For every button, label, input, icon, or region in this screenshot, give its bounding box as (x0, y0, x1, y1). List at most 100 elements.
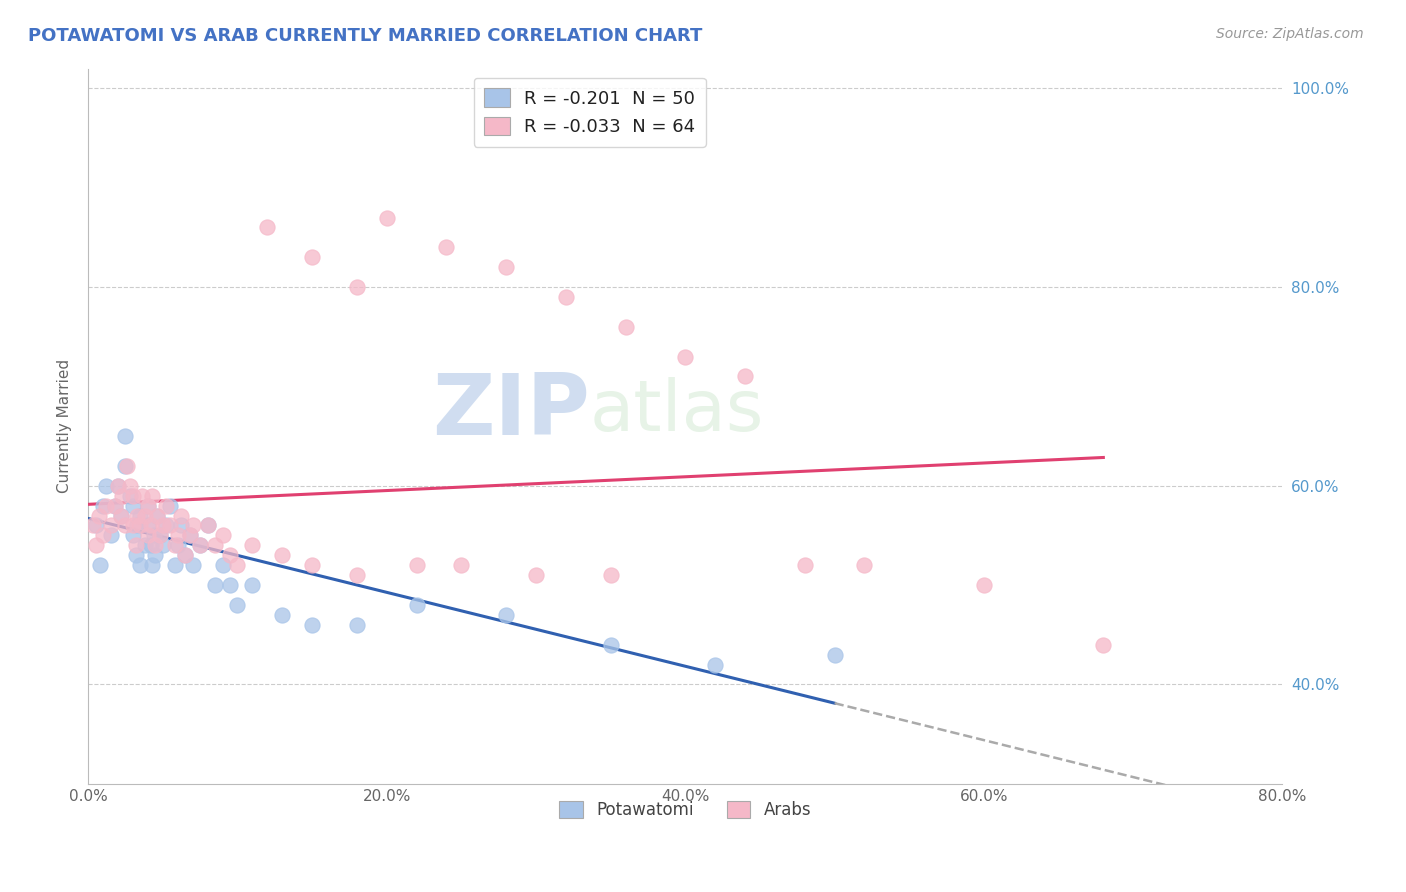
Point (131, 489, 153, 503)
Point (152, 538, 174, 552)
Point (1092, 638, 1115, 652)
Point (163, 558, 186, 573)
Point (111, 489, 134, 503)
Text: Source: ZipAtlas.com: Source: ZipAtlas.com (1216, 27, 1364, 41)
Point (136, 518, 159, 533)
Point (436, 240, 458, 254)
Point (149, 528, 172, 542)
Point (159, 499, 181, 513)
Point (226, 558, 249, 573)
Point (853, 558, 876, 573)
Point (271, 548, 294, 562)
Point (136, 499, 159, 513)
Point (136, 499, 159, 513)
Point (115, 458, 138, 473)
Point (110, 508, 132, 523)
Point (134, 508, 156, 523)
Point (84, 538, 107, 552)
Point (122, 518, 145, 533)
Point (143, 538, 166, 552)
Point (104, 499, 127, 513)
Point (240, 578, 263, 592)
Y-axis label: Currently Married: Currently Married (58, 359, 72, 493)
Point (107, 479, 129, 493)
Point (82, 518, 104, 533)
Point (141, 558, 163, 573)
Point (155, 499, 177, 513)
Point (301, 617, 323, 632)
Point (734, 369, 756, 384)
Point (346, 568, 368, 582)
Point (495, 260, 517, 275)
Point (122, 499, 145, 513)
Point (100, 518, 122, 533)
Point (84, 518, 107, 533)
Point (211, 558, 233, 573)
Point (405, 598, 427, 612)
Point (125, 548, 148, 562)
Point (163, 538, 186, 552)
Point (188, 538, 211, 552)
Point (256, 220, 278, 235)
Point (301, 250, 323, 264)
Point (166, 538, 188, 552)
Point (524, 568, 547, 582)
Point (197, 518, 219, 533)
Point (114, 518, 136, 533)
Point (599, 568, 621, 582)
Point (129, 518, 152, 533)
Point (973, 578, 995, 592)
Point (107, 479, 129, 493)
Point (188, 538, 211, 552)
Point (91, 528, 114, 542)
Point (226, 598, 249, 612)
Point (824, 648, 846, 662)
Point (174, 548, 197, 562)
Point (179, 528, 201, 542)
Point (122, 528, 145, 542)
Text: ZIP: ZIP (432, 370, 589, 453)
Point (166, 528, 188, 542)
Point (118, 479, 141, 493)
Point (146, 508, 169, 523)
Point (152, 518, 174, 533)
Point (155, 518, 177, 533)
Point (599, 638, 621, 652)
Point (174, 548, 197, 562)
Point (104, 499, 127, 513)
Point (114, 429, 136, 443)
Point (142, 528, 165, 542)
Point (181, 518, 204, 533)
Point (100, 528, 122, 542)
Point (346, 617, 368, 632)
Point (614, 319, 637, 334)
Point (450, 558, 472, 573)
Point (118, 489, 141, 503)
Point (170, 508, 193, 523)
Point (673, 350, 696, 364)
Point (87, 508, 110, 523)
Point (793, 558, 815, 573)
Point (375, 211, 398, 225)
Point (143, 548, 166, 562)
Point (125, 538, 148, 552)
Point (122, 489, 145, 503)
Point (219, 578, 242, 592)
Point (204, 578, 226, 592)
Point (197, 518, 219, 533)
Point (129, 508, 152, 523)
Point (141, 489, 163, 503)
Point (127, 518, 149, 533)
Text: POTAWATOMI VS ARAB CURRENTLY MARRIED CORRELATION CHART: POTAWATOMI VS ARAB CURRENTLY MARRIED COR… (28, 27, 703, 45)
Point (134, 538, 156, 552)
Text: atlas: atlas (589, 377, 763, 446)
Point (129, 558, 152, 573)
Point (127, 508, 149, 523)
Point (139, 518, 162, 533)
Point (136, 528, 159, 542)
Point (554, 290, 576, 304)
Point (149, 528, 172, 542)
Point (346, 280, 368, 294)
Point (219, 548, 242, 562)
Legend: Potawatomi, Arabs: Potawatomi, Arabs (553, 794, 818, 825)
